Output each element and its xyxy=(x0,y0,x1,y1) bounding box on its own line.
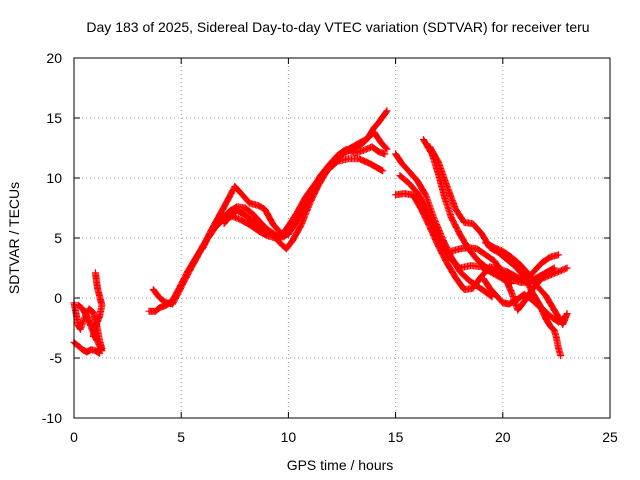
x-tick-label: 10 xyxy=(281,429,297,445)
axis-ticks: 0 5 10 15 20 25 -10 -5 0 5 10 15 20 xyxy=(42,50,618,445)
series-track-l xyxy=(420,136,558,286)
x-tick-label: 5 xyxy=(177,429,185,445)
y-tick-label: -10 xyxy=(42,410,62,426)
data-points xyxy=(70,107,571,360)
y-tick-label: 15 xyxy=(46,110,62,126)
series-track-o xyxy=(480,275,565,360)
x-tick-label: 25 xyxy=(602,429,618,445)
data-point-markers xyxy=(220,128,391,242)
y-tick-label: -5 xyxy=(50,350,63,366)
data-point-markers xyxy=(149,107,391,308)
data-point-markers xyxy=(482,239,571,328)
y-tick-label: 10 xyxy=(46,170,62,186)
x-axis-label: GPS time / hours xyxy=(287,457,394,473)
series-track-h xyxy=(220,128,391,242)
y-tick-label: 5 xyxy=(54,230,62,246)
x-tick-label: 20 xyxy=(495,429,511,445)
series-track-d xyxy=(89,269,106,340)
data-point-markers xyxy=(420,136,558,286)
y-tick-label: 0 xyxy=(54,290,62,306)
chart-title: Day 183 of 2025, Sidereal Day-to-day VTE… xyxy=(86,19,589,35)
x-tick-label: 15 xyxy=(388,429,404,445)
grid-lines xyxy=(74,58,610,418)
y-tick-label: 20 xyxy=(46,50,62,66)
series-track-p xyxy=(482,239,571,328)
data-point-markers xyxy=(89,269,106,340)
x-tick-label: 0 xyxy=(70,429,78,445)
series-track-f xyxy=(149,107,391,308)
data-point-markers xyxy=(480,275,565,360)
y-axis-label: SDTVAR / TECUs xyxy=(6,182,22,294)
